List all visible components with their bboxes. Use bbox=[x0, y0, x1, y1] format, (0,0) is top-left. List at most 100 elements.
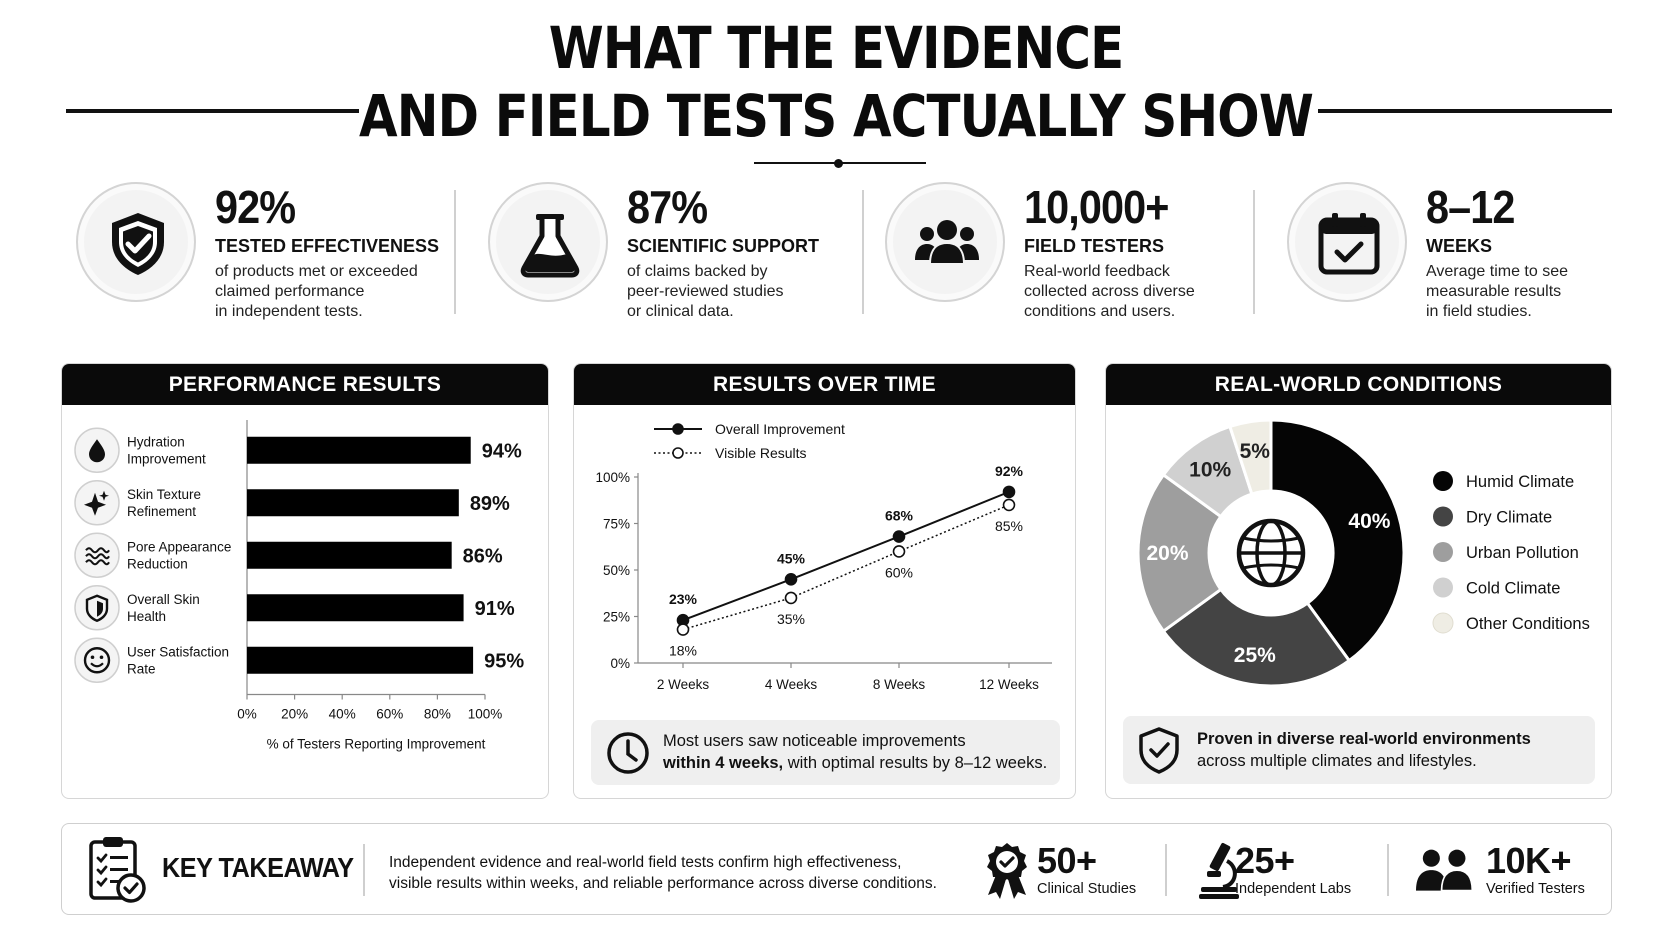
bar bbox=[247, 489, 459, 517]
performance-results-panel: PERFORMANCE RESULTS Hydration Improvement… bbox=[61, 363, 549, 799]
stat-divider bbox=[454, 190, 456, 314]
stat-value: 87% bbox=[627, 181, 708, 233]
x-tick-label: 8 Weeks bbox=[873, 677, 926, 692]
stat-description: Real-world feedback collected across div… bbox=[1024, 262, 1254, 322]
x-tick-label: 4 Weeks bbox=[765, 677, 818, 692]
title-rule-left bbox=[66, 109, 359, 113]
bar-value-label: 94% bbox=[482, 440, 522, 462]
stat-desc-line: Average time to see bbox=[1426, 263, 1569, 280]
legend-label: Dry Climate bbox=[1466, 509, 1552, 527]
stat-label: TESTED EFFECTIVENESS bbox=[215, 236, 440, 256]
people-icon bbox=[915, 220, 979, 265]
note-rest: with optimal results by 8–12 weeks. bbox=[783, 754, 1048, 772]
title-line-2: AND FIELD TESTS ACTUALLY SHOW bbox=[359, 82, 1314, 150]
shield-check-icon bbox=[112, 213, 164, 275]
stat-description: Average time to see measurable results i… bbox=[1426, 262, 1656, 322]
key-takeaway-bar: KEY TAKEAWAY Independent evidence and re… bbox=[61, 823, 1612, 915]
x-axis-title: % of Testers Reporting Improvement bbox=[267, 737, 486, 752]
data-label: 60% bbox=[885, 564, 913, 580]
globe-icon bbox=[1236, 518, 1306, 588]
stat-desc-line: claimed performance bbox=[215, 283, 365, 300]
title-rule-right bbox=[1318, 109, 1612, 113]
donut-slice bbox=[1161, 587, 1352, 688]
bar-value-label: 95% bbox=[484, 650, 524, 672]
note-emphasis: Proven in diverse real-world environment… bbox=[1197, 730, 1531, 748]
bar-category-label: Overall Skin bbox=[127, 592, 200, 607]
bar bbox=[247, 541, 452, 569]
bar-value-label: 89% bbox=[470, 493, 510, 515]
y-tick-label: 100% bbox=[595, 470, 630, 485]
stat-description: of claims backed by peer-reviewed studie… bbox=[627, 262, 857, 322]
panel-title: PERFORMANCE RESULTS bbox=[62, 364, 548, 405]
stat-desc-line: collected across diverse bbox=[1024, 283, 1195, 300]
stat-desc-line: of products met or exceeded bbox=[215, 263, 418, 280]
bar-category-label: Hydration bbox=[127, 434, 185, 449]
bar-category-label: Improvement bbox=[127, 451, 206, 466]
stat-desc-line: measurable results bbox=[1426, 283, 1562, 300]
takeaway-divider bbox=[363, 844, 365, 896]
shield-icon bbox=[74, 585, 120, 631]
bar-category-label: Reduction bbox=[127, 556, 188, 571]
note-text: Proven in diverse real-world environment… bbox=[1197, 728, 1592, 772]
flask-icon bbox=[520, 214, 580, 278]
bar-category-label: User Satisfaction bbox=[127, 644, 229, 659]
legend-label: Humid Climate bbox=[1466, 473, 1574, 491]
results-over-time-panel: RESULTS OVER TIME 0% 25% 50% 75% 100% 2 Weeks… bbox=[573, 363, 1076, 799]
title-line-1: WHAT THE EVIDENCE bbox=[548, 14, 1124, 82]
note-line: across multiple climates and lifestyles. bbox=[1197, 752, 1477, 770]
slice-label: 20% bbox=[1146, 542, 1188, 565]
series-line bbox=[682, 504, 1010, 631]
donut-slice bbox=[1269, 418, 1406, 663]
stat-icon-circle bbox=[1287, 182, 1407, 302]
y-tick-label: 50% bbox=[603, 563, 630, 578]
x-tick-label: 2 Weeks bbox=[657, 677, 710, 692]
data-point bbox=[784, 573, 798, 586]
panel-title: RESULTS OVER TIME bbox=[574, 364, 1075, 405]
note-text: Most users saw noticeable improvements w… bbox=[663, 730, 1058, 774]
data-label: 45% bbox=[777, 550, 806, 566]
data-point bbox=[676, 623, 690, 636]
legend-label: Visible Results bbox=[715, 445, 807, 461]
donut-slice bbox=[1228, 418, 1273, 496]
waves-icon bbox=[74, 532, 120, 578]
shield-check-icon bbox=[1139, 727, 1179, 774]
bar-category-label: Skin Texture bbox=[127, 487, 201, 502]
sparkle-icon bbox=[74, 480, 120, 526]
takeaway-desc-line: Independent evidence and real-world fiel… bbox=[389, 854, 902, 871]
performance-bar-chart: Hydration Improvement 94% Skin Texture Refin… bbox=[74, 420, 524, 752]
bar-category-label: Pore Appearance bbox=[127, 539, 231, 554]
takeaway-stat-label: Verified Testers bbox=[1486, 881, 1585, 897]
stat-divider bbox=[1253, 190, 1255, 314]
bar bbox=[247, 436, 471, 464]
takeaway-stat-value: 50+ bbox=[1037, 840, 1097, 881]
microscope-icon bbox=[1199, 842, 1239, 899]
legend-label: Cold Climate bbox=[1466, 580, 1560, 598]
legend-label: Other Conditions bbox=[1466, 615, 1590, 633]
data-label: 23% bbox=[669, 591, 698, 607]
stat-value: 10,000+ bbox=[1024, 181, 1169, 233]
conditions-donut-chart: 40% 25% 20% 10% 5% Humid Climate Dry Climate Ur… bbox=[1136, 418, 1590, 688]
stat-desc-line: Real-world feedback bbox=[1024, 263, 1170, 280]
takeaway-stat-label: Clinical Studies bbox=[1037, 881, 1137, 897]
bar bbox=[247, 646, 474, 674]
award-badge-icon bbox=[987, 843, 1027, 899]
bar-value-label: 86% bbox=[463, 545, 503, 567]
slice-label: 10% bbox=[1189, 458, 1231, 481]
stat-desc-line: or clinical data. bbox=[627, 303, 734, 320]
bar-category-label: Refinement bbox=[127, 504, 196, 519]
takeaway-stat-labs: 25+ Independent Labs bbox=[1235, 842, 1351, 898]
note-emphasis: within 4 weeks, bbox=[663, 754, 784, 772]
y-tick-label: 0% bbox=[610, 656, 630, 671]
stat-icon-circle bbox=[885, 182, 1005, 302]
stat-desc-line: of claims backed by bbox=[627, 263, 768, 280]
takeaway-divider bbox=[1165, 844, 1167, 896]
stat-value: 92% bbox=[215, 181, 296, 233]
stat-label: SCIENTIFIC SUPPORT bbox=[627, 236, 820, 256]
x-tick-label: 20% bbox=[281, 707, 308, 722]
data-point bbox=[892, 530, 906, 543]
note-line: within 4 weeks, with optimal results by … bbox=[663, 752, 1058, 774]
data-label: 92% bbox=[995, 463, 1024, 479]
stat-label: WEEKS bbox=[1426, 236, 1493, 256]
takeaway-divider bbox=[1387, 844, 1389, 896]
bar bbox=[247, 594, 464, 622]
